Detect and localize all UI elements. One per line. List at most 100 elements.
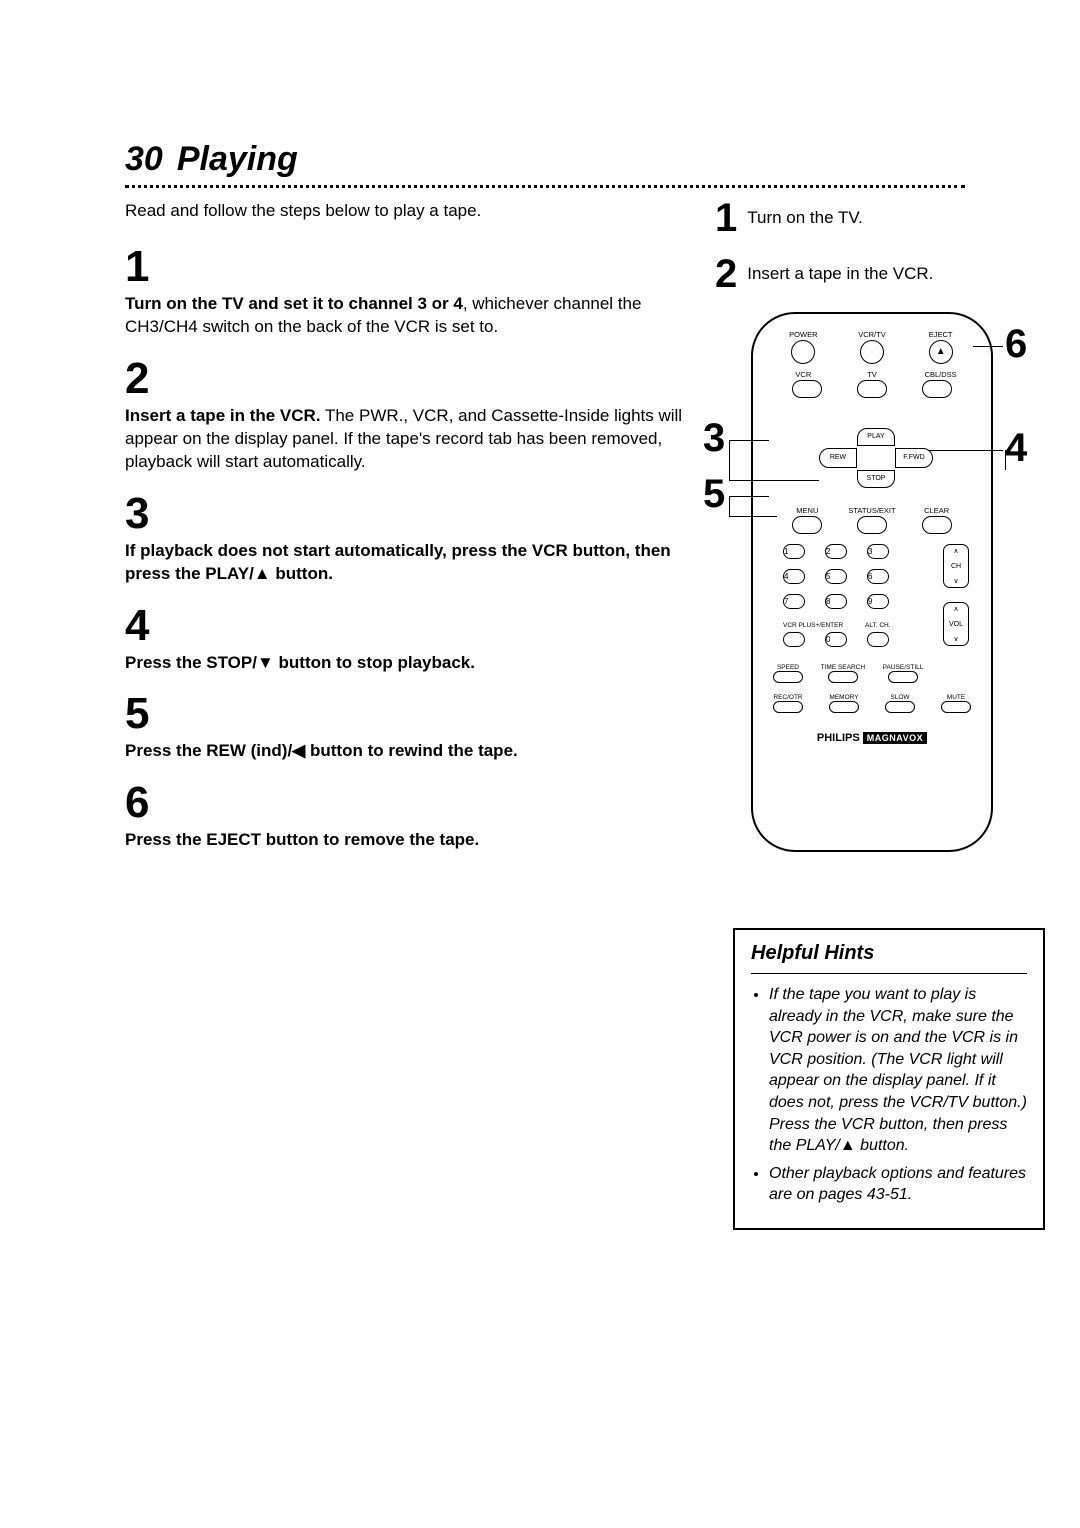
transport-cluster: PLAY REW F.FWD STOP (819, 428, 931, 498)
ch-rocker: ∧CH∨ (943, 544, 969, 588)
mute-button (941, 701, 971, 713)
pause-button (888, 671, 918, 683)
hint-1: If the tape you want to play is already … (769, 984, 1027, 1157)
vol-rocker: ∧VOL∨ (943, 602, 969, 646)
num-6: 6 (867, 569, 889, 584)
vcr-button (792, 380, 822, 398)
ffwd-button: F.FWD (895, 448, 933, 468)
step-num: 4 (125, 604, 685, 648)
step-bold: Insert a tape in the VCR. (125, 406, 321, 425)
step-bold: If playback does not start automatically… (125, 541, 671, 583)
menu-button (792, 516, 822, 534)
recotr-label: REC/OTR (773, 694, 802, 701)
altch-button (867, 632, 889, 647)
tv-button (857, 380, 887, 398)
step-bold: Press the REW (ind)/◀ button to rewind t… (125, 741, 518, 760)
step-num: 6 (125, 781, 685, 825)
ri-text: Insert a tape in the VCR. (747, 264, 933, 284)
vcr-label: VCR (773, 370, 833, 379)
callout-5-line2 (729, 516, 777, 517)
vcrtv-label: VCR/TV (842, 330, 902, 339)
brand-magnavox: MAGNAVOX (863, 732, 927, 744)
step-6: 6 Press the EJECT button to remove the t… (125, 781, 685, 852)
ri-num: 1 (715, 200, 737, 236)
stop-button: STOP (857, 470, 895, 488)
brand-row: PHILIPS MAGNAVOX (753, 732, 991, 744)
status-label: STATUS/EXIT (842, 506, 902, 515)
power-label: POWER (773, 330, 833, 339)
step-num: 3 (125, 492, 685, 536)
right-item-2: 2 Insert a tape in the VCR. (715, 256, 1045, 292)
slow-button (885, 701, 915, 713)
memory-button (829, 701, 859, 713)
brand-philips: PHILIPS (817, 732, 860, 744)
menu-label: MENU (777, 506, 837, 515)
speed-button (773, 671, 803, 683)
right-item-1: 1 Turn on the TV. (715, 200, 1045, 236)
num-0: 0 (825, 632, 847, 647)
step-bold: Press the STOP/▼ button to stop playback… (125, 653, 475, 672)
status-button (857, 516, 887, 534)
cbl-button (922, 380, 952, 398)
hint-2: Other playback options and features are … (769, 1163, 1027, 1206)
altch-label: ALT. CH. (865, 622, 891, 629)
callout-5-line (729, 496, 769, 497)
intro-text: Read and follow the steps below to play … (125, 200, 685, 223)
vcrplus-button (783, 632, 805, 647)
step-4: 4 Press the STOP/▼ button to stop playba… (125, 604, 685, 675)
callout-3-line (729, 440, 769, 441)
ri-num: 2 (715, 256, 737, 292)
helpful-hints-box: Helpful Hints If the tape you want to pl… (733, 928, 1045, 1230)
callout-4: 4 (1005, 426, 1027, 471)
callout-4-line (929, 450, 1003, 451)
pause-label: PAUSE/STILL (883, 664, 924, 671)
step-bold: Turn on the TV and set it to channel 3 o… (125, 294, 463, 313)
memory-label: MEMORY (829, 694, 858, 701)
step-num: 1 (125, 245, 685, 289)
tv-label: TV (842, 370, 902, 379)
vcrtv-button (860, 340, 884, 364)
vcrplus-label: VCR PLUS+/ENTER (783, 622, 843, 629)
callout-6: 6 (1005, 322, 1027, 367)
steps-column: Read and follow the steps below to play … (125, 200, 685, 870)
ch-label: CH (951, 563, 961, 570)
callout-3-vline (729, 440, 730, 480)
callout-5: 5 (703, 472, 725, 517)
clear-button (922, 516, 952, 534)
num-4: 4 (783, 569, 805, 584)
page-number: 30 (125, 140, 163, 179)
num-9: 9 (867, 594, 889, 609)
vol-label: VOL (949, 621, 963, 628)
clear-label: CLEAR (907, 506, 967, 515)
mute-label: MUTE (947, 694, 965, 701)
num-5: 5 (825, 569, 847, 584)
rew-button: REW (819, 448, 857, 468)
callout-6-line (973, 346, 1003, 347)
callout-3: 3 (703, 416, 725, 461)
step-num: 2 (125, 357, 685, 401)
power-button (791, 340, 815, 364)
timesearch-label: TIME SEARCH (821, 664, 865, 671)
step-bold: Press the EJECT button to remove the tap… (125, 830, 479, 849)
num-3: 3 (867, 544, 889, 559)
num-2: 2 (825, 544, 847, 559)
right-column: 1 Turn on the TV. 2 Insert a tape in the… (715, 200, 1045, 870)
callout-3-line2 (729, 480, 819, 481)
recotr-button (773, 701, 803, 713)
step-2: 2 Insert a tape in the VCR. The PWR., VC… (125, 357, 685, 474)
divider (125, 185, 965, 188)
eject-button: ▲ (929, 340, 953, 364)
numpad: 1 2 3 4 5 6 7 8 9 (783, 544, 897, 609)
ch-vol: ∧CH∨ ∧VOL∨ (943, 544, 969, 646)
num-7: 7 (783, 594, 805, 609)
play-button: PLAY (857, 428, 895, 446)
timesearch-button (828, 671, 858, 683)
slow-label: SLOW (890, 694, 909, 701)
ri-text: Turn on the TV. (747, 208, 863, 228)
cbl-label: CBL/DSS (911, 370, 971, 379)
page-title: Playing (177, 140, 298, 179)
step-3: 3 If playback does not start automatical… (125, 492, 685, 586)
num-1: 1 (783, 544, 805, 559)
step-5: 5 Press the REW (ind)/◀ button to rewind… (125, 692, 685, 763)
remote-body: POWER VCR/TV EJECT ▲ VCR TV CBL/DSS (751, 312, 993, 852)
